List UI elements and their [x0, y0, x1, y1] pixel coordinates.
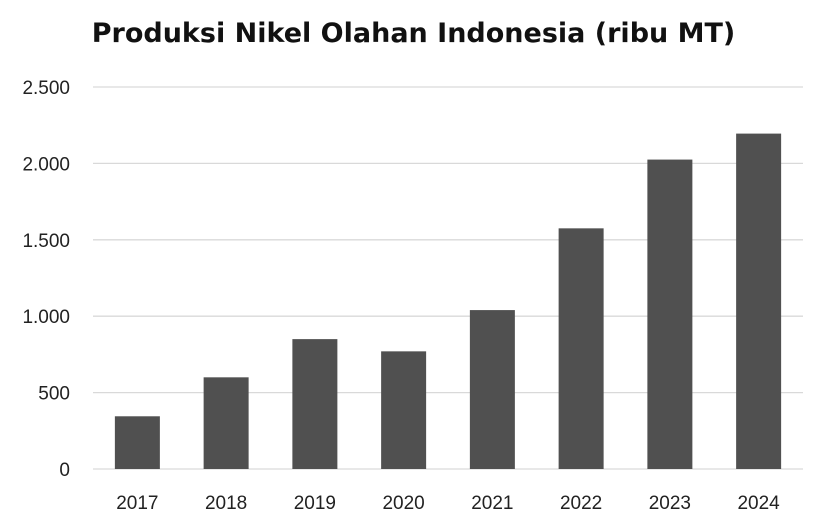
gridlines: [93, 86, 803, 470]
x-tick-label: 2022: [560, 493, 602, 514]
x-tick-label: 2017: [116, 493, 158, 514]
bar-2022: [558, 228, 604, 469]
x-tick-label: 2023: [649, 493, 691, 514]
bars: [114, 133, 782, 469]
x-tick-label: 2021: [471, 493, 513, 514]
bar-2017: [114, 416, 160, 469]
y-axis-tick-labels: 0 500 1.000 1.500 2.000 2.500: [22, 78, 70, 481]
x-tick-label: 2024: [737, 493, 780, 514]
y-tick-label: 1.500: [22, 231, 70, 252]
y-tick-label: 500: [38, 384, 70, 405]
y-tick-label: 2.000: [22, 154, 70, 175]
y-tick-label: 2.500: [22, 78, 70, 99]
bar-2020: [381, 351, 427, 469]
x-tick-label: 2018: [205, 493, 247, 514]
bar-2018: [203, 377, 249, 469]
bar-2024: [736, 133, 782, 469]
bar-2023: [647, 159, 693, 469]
bar-2021: [469, 310, 515, 469]
bar-2019: [292, 339, 338, 469]
chart-title: Produksi Nikel Olahan Indonesia (ribu MT…: [91, 18, 736, 49]
y-tick-label: 0: [59, 460, 70, 481]
x-tick-label: 2019: [294, 493, 336, 514]
x-axis-tick-labels: 2017 2018 2019 2020 2021 2022 2023 2024: [116, 493, 780, 514]
y-tick-label: 1.000: [22, 307, 70, 328]
x-tick-label: 2020: [382, 493, 424, 514]
